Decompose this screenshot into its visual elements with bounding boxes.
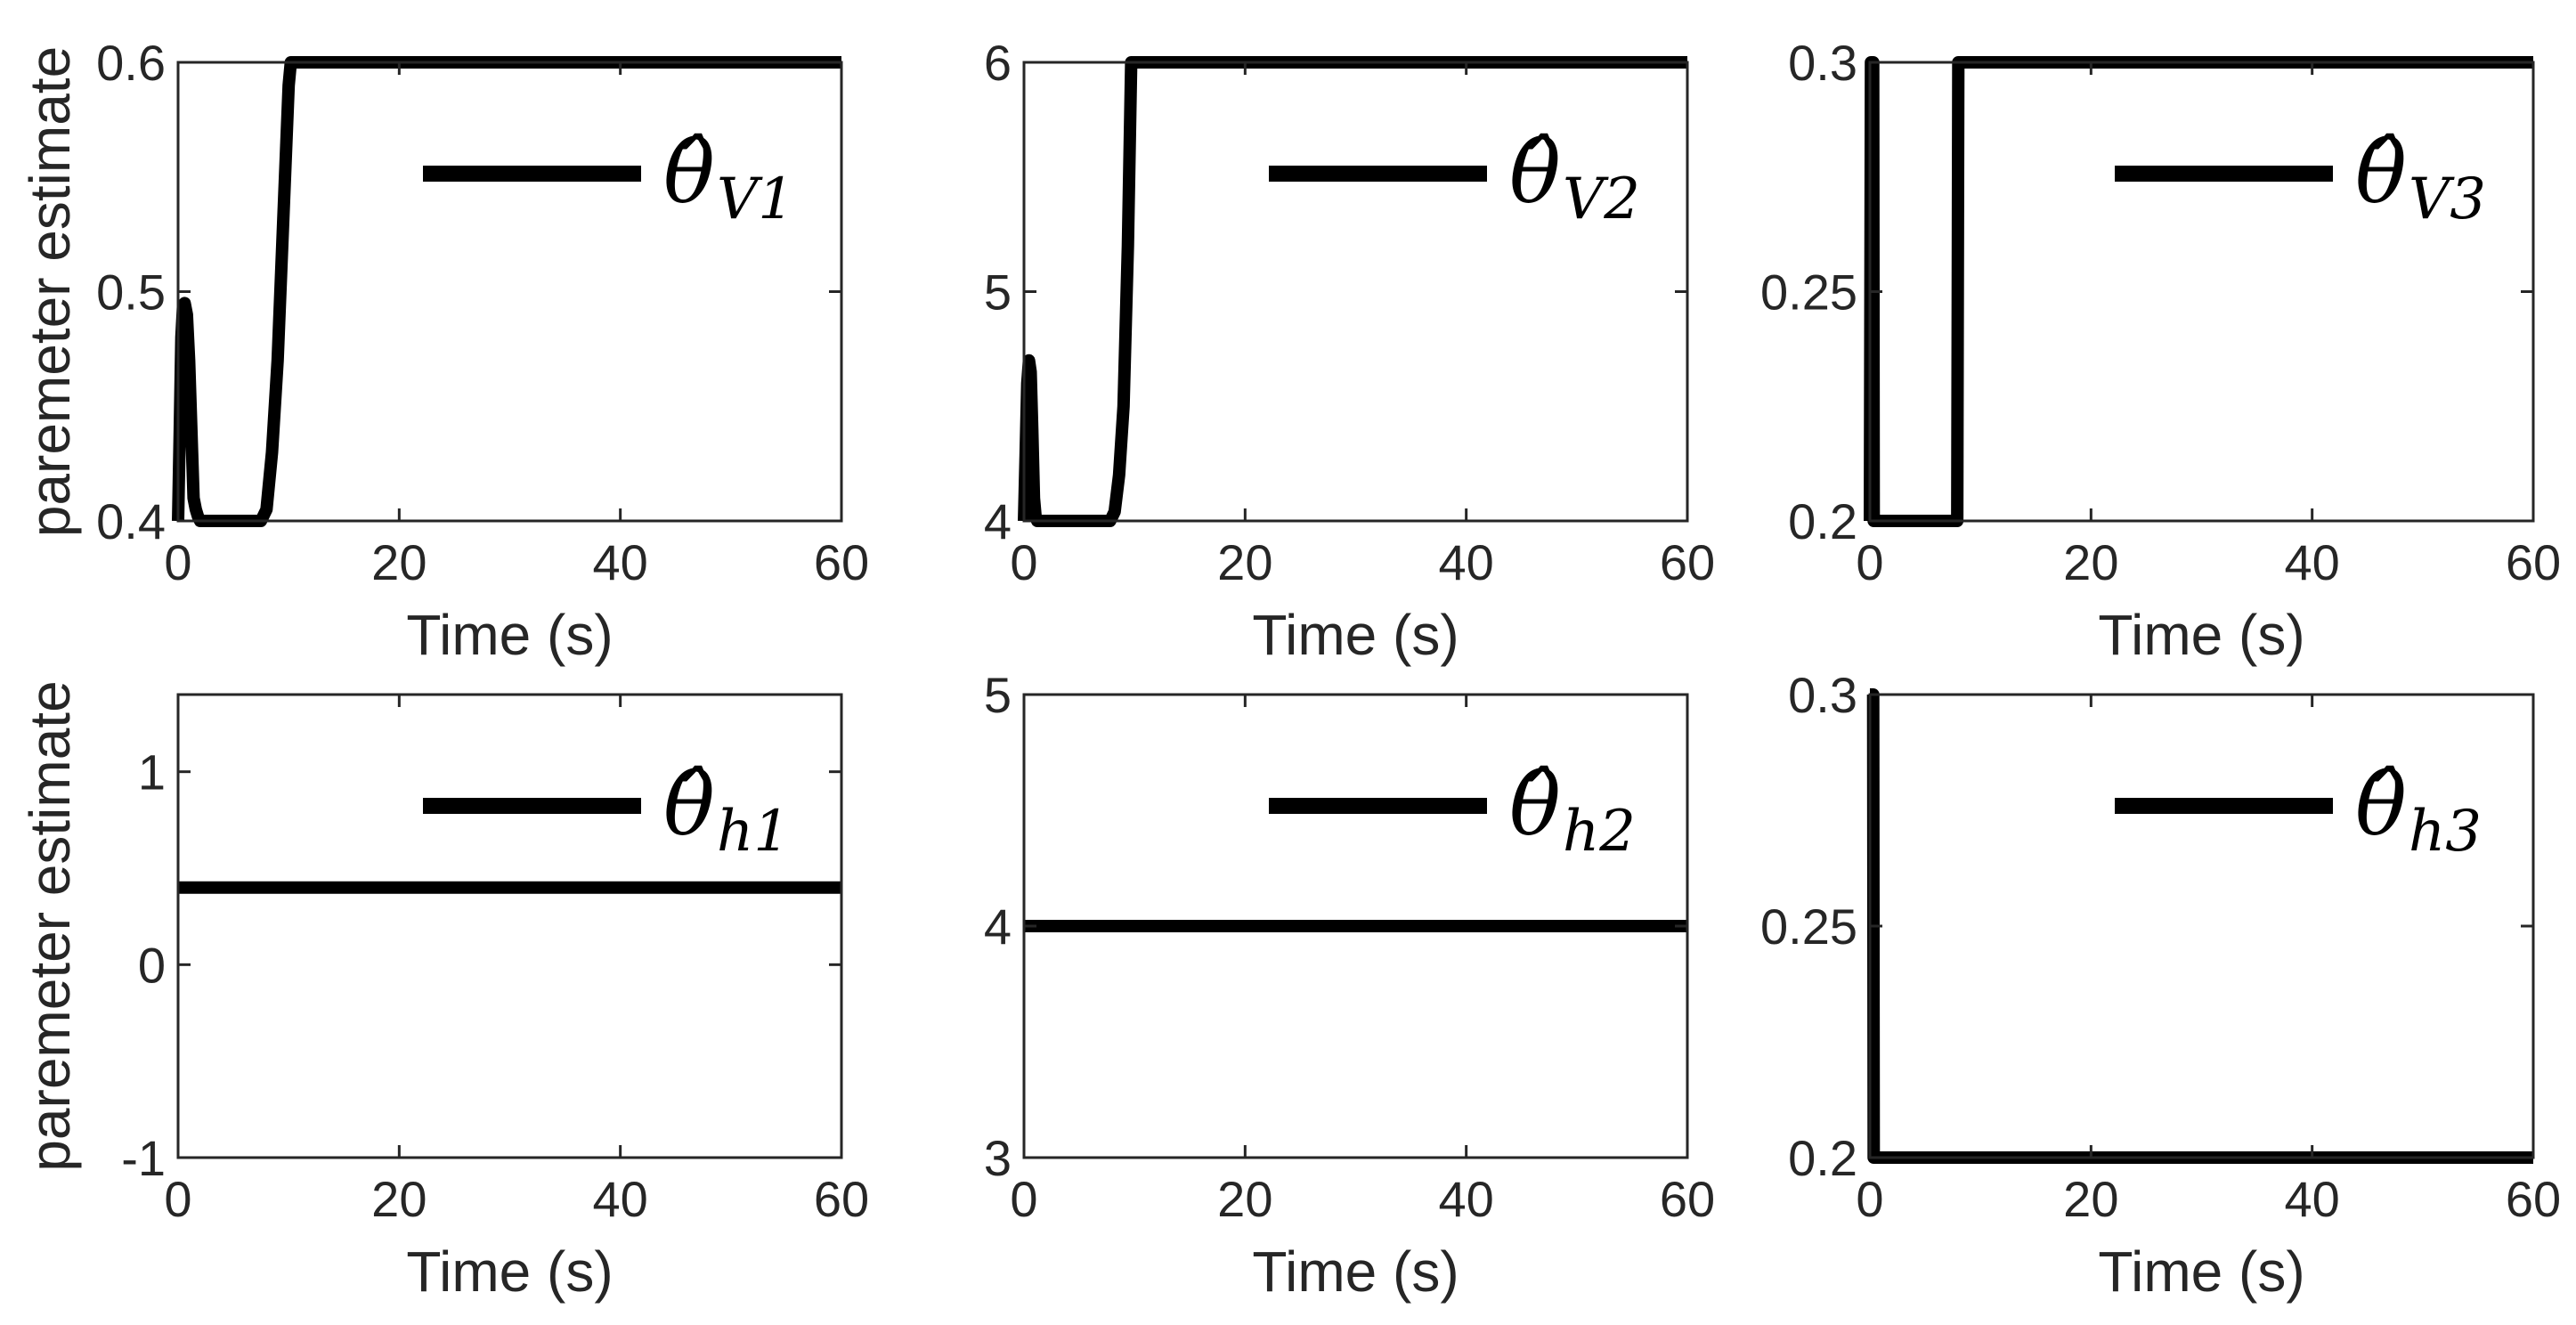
legend-subscript: h2 <box>1563 799 1636 865</box>
x-tick-label: 60 <box>2506 534 2561 590</box>
x-tick-label: 60 <box>1660 534 1715 590</box>
x-tick-label: 40 <box>2285 1171 2340 1227</box>
x-tick-label: 20 <box>371 1171 427 1227</box>
y-tick-label: -1 <box>121 1130 166 1186</box>
x-tick-label: 20 <box>2063 1171 2118 1227</box>
chart-panel-6: 0 20 40 60 0.2 0.25 0.3 Time (s) θ̂ h3 <box>1760 667 2561 1304</box>
y-tick-label: 0.25 <box>1760 264 1857 321</box>
x-tick-label: 20 <box>1217 1171 1272 1227</box>
x-axis-label: Time (s) <box>2098 1240 2304 1304</box>
y-tick-label: 0.3 <box>1788 35 1857 91</box>
legend: θ̂ V1 <box>423 123 794 232</box>
x-axis-label: Time (s) <box>1252 1240 1459 1304</box>
x-tick-label: 40 <box>2285 534 2340 590</box>
y-tick-label: 0.2 <box>1788 1130 1857 1186</box>
x-tick-label: 60 <box>1660 1171 1715 1227</box>
legend-symbol: θ̂ <box>663 123 715 223</box>
x-tick-label: 60 <box>814 534 869 590</box>
legend: θ̂ h2 <box>1269 755 1636 865</box>
y-tick-label: 0.4 <box>96 493 166 549</box>
legend: θ̂ h1 <box>423 755 790 865</box>
chart-panel-3: 0 20 40 60 0.2 0.25 0.3 Time (s) θ̂ V3 <box>1760 35 2561 667</box>
chart-panel-2: 0 20 40 60 4 5 6 Time (s) θ̂ V2 <box>984 35 1715 667</box>
legend-symbol: θ̂ <box>2355 755 2407 855</box>
y-tick-label: 0.3 <box>1788 667 1857 723</box>
legend-subscript: h1 <box>717 799 790 865</box>
legend-subscript: V3 <box>2409 167 2486 232</box>
legend-symbol: θ̂ <box>1509 755 1561 855</box>
axes-frame <box>1868 61 2535 523</box>
chart-panel-5: 0 20 40 60 3 4 5 Time (s) θ̂ h2 <box>984 667 1715 1304</box>
series-line-2-1 <box>1018 56 1687 527</box>
y-tick-label: 0.6 <box>96 35 166 91</box>
axes-frame <box>1868 693 2535 1159</box>
y-tick-label: 0.25 <box>1760 898 1857 955</box>
legend: θ̂ h3 <box>2115 755 2482 865</box>
x-tick-label: 20 <box>371 534 427 590</box>
x-axis-label: Time (s) <box>406 1240 613 1304</box>
x-tick-label: 60 <box>814 1171 869 1227</box>
y-axis-label: paremeter estimate <box>18 680 82 1171</box>
x-axis-label: Time (s) <box>1252 603 1459 667</box>
x-tick-label: 20 <box>1217 534 1272 590</box>
x-tick-label: 0 <box>1010 534 1037 590</box>
legend-subscript: V2 <box>1563 167 1640 232</box>
y-tick-label: 0.5 <box>96 264 166 321</box>
y-tick-label: 4 <box>984 898 1012 955</box>
y-tick-label: 5 <box>984 667 1012 723</box>
x-tick-label: 0 <box>164 534 191 590</box>
y-tick-label: 0 <box>138 937 166 993</box>
x-tick-label: 20 <box>2063 534 2118 590</box>
x-axis-label: Time (s) <box>406 603 613 667</box>
series-line-1-1 <box>172 56 841 527</box>
x-tick-label: 0 <box>1010 1171 1037 1227</box>
y-tick-label: 3 <box>984 1130 1012 1186</box>
legend-subscript: h3 <box>2409 799 2482 865</box>
y-tick-label: 1 <box>138 744 166 801</box>
y-tick-label: 6 <box>984 35 1012 91</box>
legend-subscript: V1 <box>717 167 794 232</box>
y-tick-label: 0.2 <box>1788 493 1857 549</box>
x-tick-label: 40 <box>1439 1171 1494 1227</box>
axes-frame <box>176 693 843 1159</box>
x-axis-label: Time (s) <box>2098 603 2304 667</box>
x-tick-label: 60 <box>2506 1171 2561 1227</box>
series-line-6-1 <box>1866 688 2533 1164</box>
legend: θ̂ V3 <box>2115 123 2486 232</box>
x-tick-label: 0 <box>1856 534 1883 590</box>
legend-symbol: θ̂ <box>1509 123 1561 223</box>
legend-symbol: θ̂ <box>663 755 715 855</box>
series-line-3-1 <box>1864 56 2533 527</box>
y-tick-label: 5 <box>984 264 1012 321</box>
chart-panel-1: 0 20 40 60 0.4 0.5 0.6 Time (s) paremeter estima… <box>18 35 869 667</box>
x-tick-label: 0 <box>1856 1171 1883 1227</box>
x-tick-label: 40 <box>1439 534 1494 590</box>
x-tick-label: 0 <box>164 1171 191 1227</box>
legend-symbol: θ̂ <box>2355 123 2407 223</box>
legend: θ̂ V2 <box>1269 123 1640 232</box>
y-axis-label: paremeter estimate <box>18 46 82 537</box>
x-tick-label: 40 <box>593 534 648 590</box>
x-tick-label: 40 <box>593 1171 648 1227</box>
y-tick-label: 4 <box>984 493 1012 549</box>
